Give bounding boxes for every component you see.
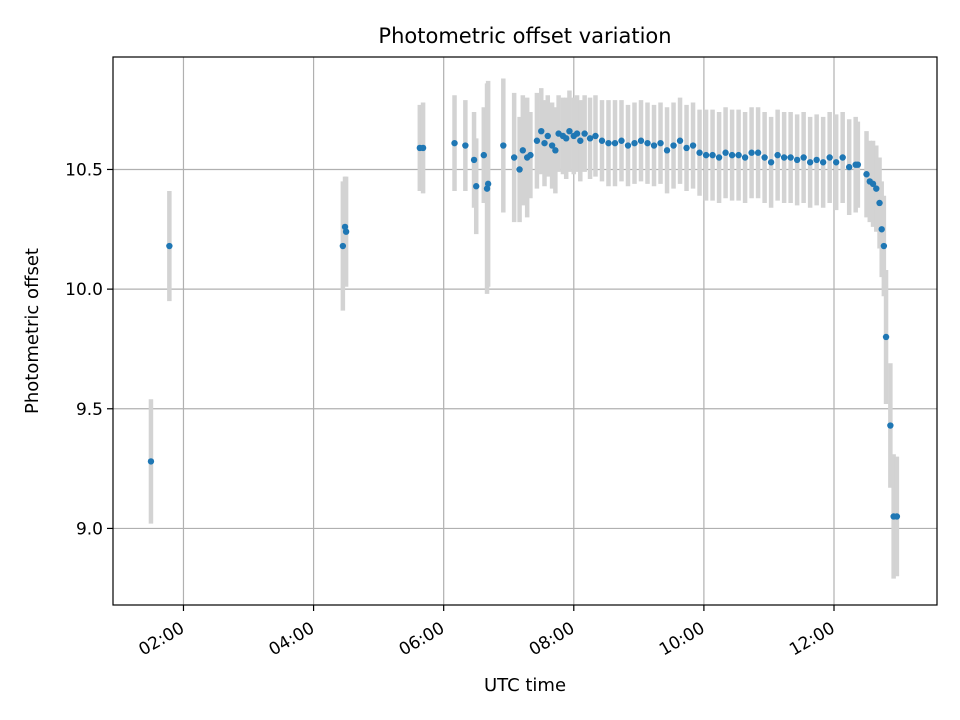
data-point	[893, 513, 901, 520]
data-point	[793, 156, 801, 164]
data-point	[722, 149, 729, 156]
y-tick-label: 10.0	[65, 280, 103, 300]
data-point	[541, 139, 548, 147]
data-point	[519, 147, 527, 154]
data-point	[819, 159, 827, 166]
data-point	[839, 154, 846, 161]
data-point	[741, 154, 749, 161]
data-point	[516, 166, 523, 173]
chart-title: Photometric offset variation	[378, 24, 671, 48]
data-point	[483, 185, 491, 192]
data-point	[552, 147, 559, 154]
data-point	[147, 458, 155, 465]
data-point	[826, 154, 833, 161]
data-point	[577, 137, 584, 144]
data-point	[566, 127, 573, 135]
data-point	[787, 154, 794, 161]
data-point	[663, 147, 671, 154]
data-point	[637, 137, 645, 144]
data-point	[670, 142, 677, 149]
data-points	[147, 127, 901, 520]
data-point	[863, 171, 870, 178]
data-point	[806, 159, 814, 166]
data-point	[631, 139, 638, 147]
data-point	[880, 242, 888, 250]
data-point	[761, 154, 768, 161]
data-point	[854, 161, 862, 168]
data-point	[887, 422, 894, 429]
data-point	[728, 151, 736, 159]
data-point	[683, 144, 690, 152]
data-point	[166, 242, 173, 250]
data-point	[657, 139, 664, 147]
data-point	[339, 242, 347, 250]
y-tick-label: 10.5	[65, 160, 103, 180]
data-point	[624, 142, 632, 149]
data-point	[650, 142, 658, 149]
data-point	[533, 137, 541, 144]
y-tick-label: 9.5	[76, 400, 103, 420]
data-point	[845, 163, 853, 171]
data-point	[611, 139, 619, 147]
data-point	[696, 149, 703, 156]
data-point	[882, 333, 890, 341]
data-point	[876, 199, 883, 207]
data-point	[689, 142, 697, 149]
data-point	[586, 135, 594, 142]
data-point	[510, 154, 518, 161]
data-point	[702, 151, 710, 159]
y-axis-label: Photometric offset	[22, 248, 43, 414]
data-point	[573, 130, 581, 137]
y-tick-label: 9.0	[76, 519, 103, 539]
data-point	[451, 139, 458, 147]
data-point	[598, 137, 606, 144]
data-point	[644, 139, 651, 147]
data-point	[563, 135, 570, 142]
data-point	[780, 154, 788, 161]
data-point	[484, 180, 492, 188]
x-axis-label: UTC time	[484, 675, 566, 696]
data-point	[581, 130, 588, 137]
data-point	[735, 151, 742, 159]
data-point	[470, 156, 478, 164]
data-point	[878, 226, 885, 233]
data-point	[869, 180, 877, 188]
data-point	[527, 151, 534, 159]
data-point	[605, 139, 612, 147]
data-point	[767, 159, 775, 166]
data-point	[462, 142, 469, 149]
data-point	[548, 142, 556, 149]
data-point	[800, 154, 807, 161]
y-axis-ticks: 9.0 9.5 10.0 10.5	[65, 160, 113, 539]
data-point	[748, 149, 755, 156]
data-point	[709, 151, 716, 159]
data-point	[473, 183, 480, 190]
data-point	[480, 151, 487, 159]
data-point	[342, 228, 350, 235]
data-point	[813, 156, 820, 164]
data-point	[676, 137, 684, 144]
data-point	[341, 223, 349, 231]
data-point	[592, 132, 599, 140]
data-point	[538, 127, 545, 135]
data-point	[754, 149, 762, 156]
data-point	[544, 132, 551, 140]
plot-frame	[112, 56, 938, 606]
data-point	[419, 144, 427, 152]
data-point	[618, 137, 625, 144]
data-point	[873, 185, 880, 192]
data-point	[832, 159, 840, 166]
data-point	[715, 154, 723, 161]
data-point	[774, 151, 781, 159]
data-point	[500, 142, 507, 149]
